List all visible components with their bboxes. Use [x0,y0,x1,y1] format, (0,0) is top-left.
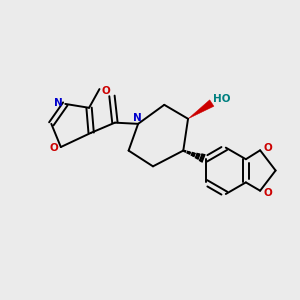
Polygon shape [188,100,214,119]
Text: N: N [54,98,63,108]
Text: O: O [263,188,272,198]
Text: O: O [102,85,110,96]
Text: N: N [133,113,142,123]
Text: O: O [263,143,272,153]
Text: HO: HO [214,94,231,104]
Text: O: O [49,142,58,153]
